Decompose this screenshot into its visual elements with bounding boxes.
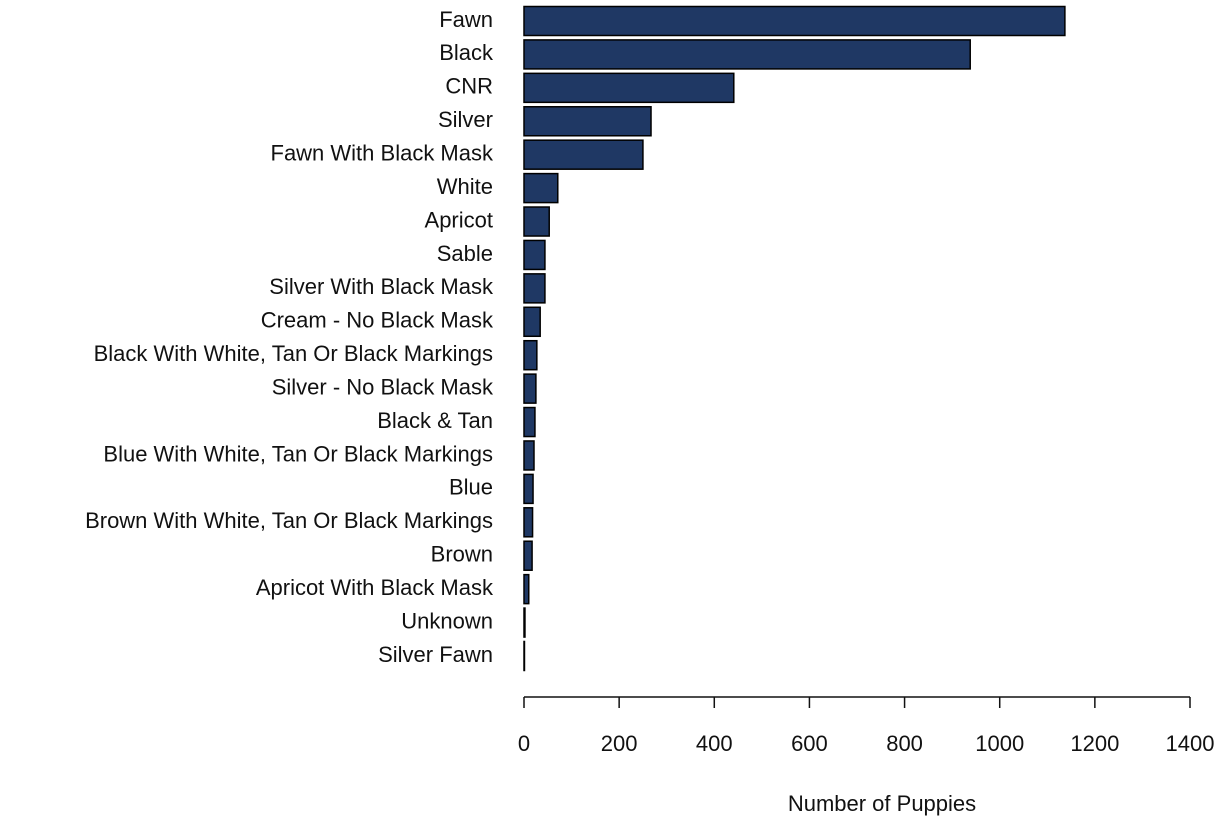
x-tick-label: 0 [518, 731, 530, 756]
y-tick-label: Silver Fawn [378, 642, 493, 667]
y-tick-label: Cream - No Black Mask [261, 308, 494, 333]
bar [523, 540, 533, 571]
x-tick-label: 1400 [1166, 731, 1215, 756]
bar [523, 507, 534, 538]
y-tick-label: Unknown [401, 608, 493, 633]
bar [523, 373, 537, 404]
bar [523, 273, 546, 304]
x-axis-title: Number of Puppies [788, 791, 976, 816]
bar [523, 440, 535, 471]
y-tick-label: Brown With White, Tan Or Black Markings [85, 508, 493, 533]
y-tick-label: Fawn With Black Mask [271, 140, 494, 165]
x-tick-label: 1200 [1070, 731, 1119, 756]
y-tick-label: Sable [437, 241, 493, 266]
y-tick-label: Silver [438, 107, 493, 132]
y-tick-label: Silver - No Black Mask [272, 374, 494, 399]
bar [523, 172, 559, 204]
y-tick-label: Black [439, 40, 494, 65]
bar [523, 139, 644, 170]
bar [523, 339, 538, 371]
x-tick-label: 400 [696, 731, 733, 756]
bar [523, 39, 971, 70]
bar [523, 239, 546, 271]
bar [523, 306, 541, 338]
bar [523, 573, 530, 605]
y-tick-label: Brown [431, 542, 493, 567]
bar [523, 72, 735, 104]
y-tick-label: White [437, 174, 493, 199]
y-tick-label: Apricot [425, 207, 493, 232]
y-tick-label: Blue With White, Tan Or Black Markings [103, 441, 493, 466]
x-tick-label: 800 [886, 731, 923, 756]
bar [523, 473, 534, 505]
bar [523, 206, 550, 237]
y-tick-label: Silver With Black Mask [269, 274, 494, 299]
y-tick-label: Blue [449, 475, 493, 500]
bar [523, 406, 536, 438]
x-tick-label: 1000 [975, 731, 1024, 756]
y-tick-label: Black & Tan [377, 408, 493, 433]
y-tick-label: Black With White, Tan Or Black Markings [94, 341, 493, 366]
y-tick-label: Apricot With Black Mask [256, 575, 494, 600]
bar [523, 607, 526, 638]
x-tick-label: 200 [601, 731, 638, 756]
bar [523, 5, 1066, 37]
y-tick-label: CNR [445, 74, 493, 99]
bar [523, 106, 652, 137]
x-tick-label: 600 [791, 731, 828, 756]
y-tick-label: Fawn [439, 7, 493, 32]
